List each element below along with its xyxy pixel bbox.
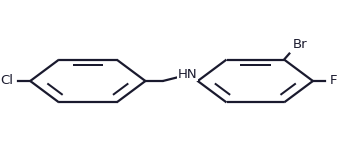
Text: Cl: Cl [0, 75, 13, 87]
Text: F: F [330, 75, 337, 87]
Text: Br: Br [293, 38, 307, 51]
Text: HN: HN [177, 68, 197, 81]
